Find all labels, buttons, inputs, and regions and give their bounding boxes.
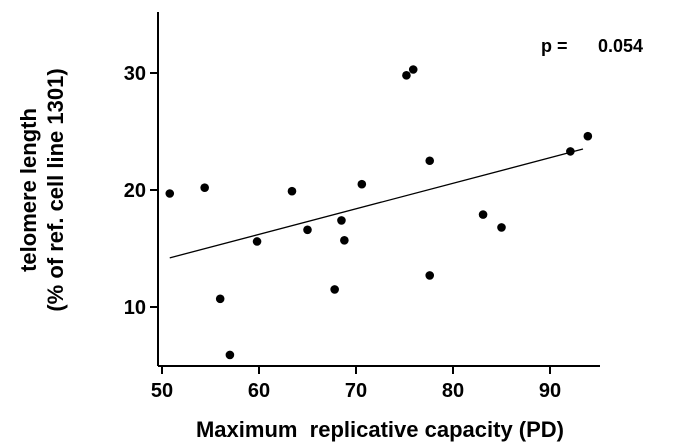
y-axis-title: telomere length (% of ref. cell line 130…	[16, 68, 68, 311]
data-point	[583, 131, 593, 141]
data-point	[478, 210, 488, 219]
data-point	[165, 189, 175, 198]
x-tick-label: 70	[345, 380, 367, 402]
data-point	[303, 225, 312, 235]
data-point	[497, 223, 506, 232]
data-point	[330, 285, 339, 294]
y-axis-title-line-1: telomere length	[16, 108, 41, 272]
data-point	[425, 271, 435, 280]
x-axis-title: Maximum replicative capacity (PD)	[196, 417, 564, 442]
data-point	[408, 65, 418, 74]
data-point	[402, 71, 411, 80]
data-point	[200, 183, 209, 192]
data-point	[340, 236, 349, 245]
x-tick-label: 50	[151, 380, 173, 402]
y-axis-ticks: 10 20 30	[124, 63, 158, 319]
y-tick-label: 30	[124, 63, 146, 85]
data-point	[287, 186, 297, 196]
data-point	[225, 350, 235, 360]
x-axis-ticks: 50 60 70 80 90	[151, 366, 561, 402]
data-point	[425, 156, 435, 166]
data-points	[165, 65, 593, 360]
p-value: 0.054	[598, 36, 643, 56]
x-tick-label: 80	[442, 380, 464, 402]
data-point	[566, 147, 575, 156]
x-tick-label: 90	[539, 380, 561, 402]
p-label: p =	[541, 36, 568, 56]
data-point	[215, 294, 225, 304]
y-tick-label: 20	[124, 180, 146, 202]
y-axis-title-line-2: (% of ref. cell line 1301)	[43, 68, 68, 311]
x-tick-label: 60	[248, 380, 270, 402]
data-point	[252, 237, 262, 246]
y-tick-label: 10	[124, 297, 146, 319]
regression-line	[169, 148, 584, 259]
data-point	[337, 216, 346, 225]
data-point	[357, 179, 367, 189]
